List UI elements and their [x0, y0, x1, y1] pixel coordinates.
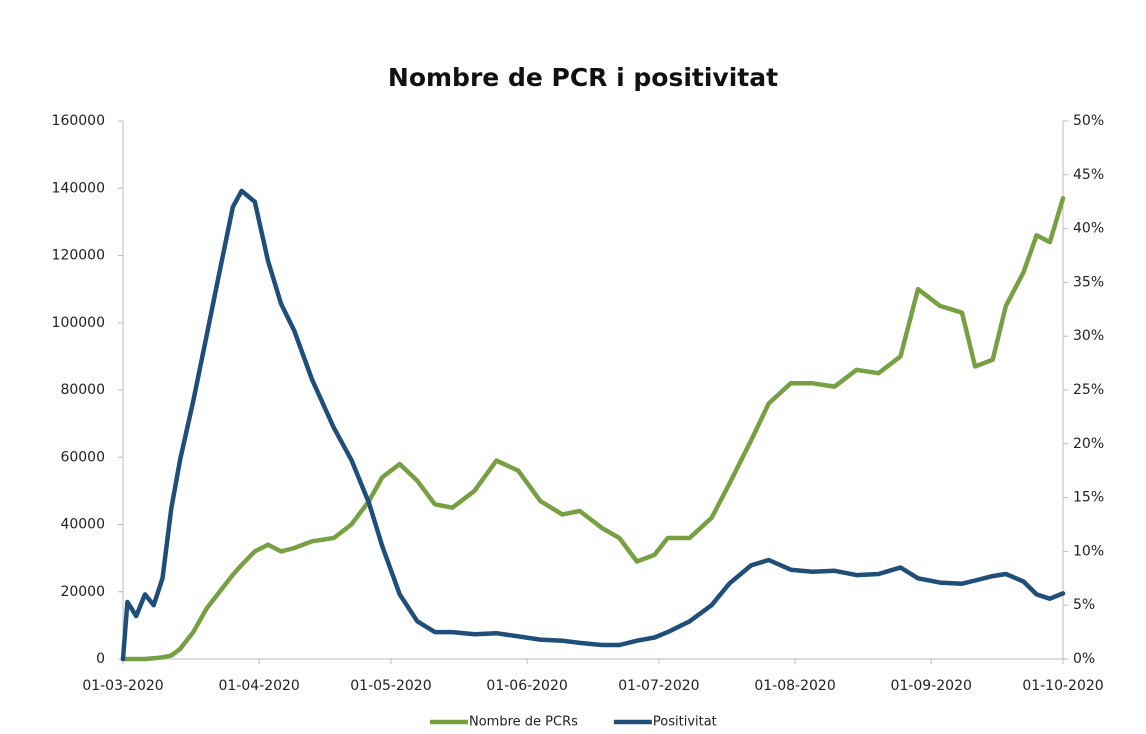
series-line — [120, 196, 1066, 662]
y-tick-label: 120000 — [52, 248, 105, 264]
x-tick-label: 01-09-2020 — [891, 678, 972, 694]
legend-label: Nombre de PCRs — [469, 715, 578, 730]
x-tick-label: 01-06-2020 — [486, 678, 567, 694]
y-tick-label: 20000 — [60, 584, 105, 600]
series-line — [120, 188, 1066, 662]
y2-tick-label: 0% — [1073, 651, 1095, 667]
chart-title: Nombre de PCR i positivitat — [388, 63, 778, 92]
y2-tick-label: 15% — [1073, 490, 1104, 506]
y-tick-label: 60000 — [60, 449, 105, 465]
y-tick-label: 160000 — [52, 113, 105, 129]
y2-tick-label: 50% — [1073, 113, 1104, 129]
y-tick-label: 40000 — [60, 517, 105, 533]
x-tick-label: 01-03-2020 — [82, 678, 163, 694]
legend-label: Positivitat — [653, 715, 717, 730]
x-tick-label: 01-05-2020 — [350, 678, 431, 694]
y2-tick-label: 10% — [1073, 543, 1104, 559]
x-tick-label: 01-04-2020 — [218, 678, 299, 694]
y2-tick-label: 45% — [1073, 167, 1104, 183]
y2-tick-label: 25% — [1073, 382, 1104, 398]
y2-tick-label: 40% — [1073, 221, 1104, 237]
y-tick-label: 0 — [96, 651, 105, 667]
y-tick-label: 100000 — [52, 315, 105, 331]
y2-tick-label: 5% — [1073, 597, 1095, 613]
y2-tick-label: 30% — [1073, 328, 1104, 344]
y-tick-label: 80000 — [60, 382, 105, 398]
x-tick-label: 01-07-2020 — [618, 678, 699, 694]
x-tick-label: 01-10-2020 — [1022, 678, 1103, 694]
y2-tick-label: 20% — [1073, 436, 1104, 452]
y2-tick-label: 35% — [1073, 274, 1104, 290]
y-tick-label: 140000 — [52, 180, 105, 196]
x-tick-label: 01-08-2020 — [754, 678, 835, 694]
